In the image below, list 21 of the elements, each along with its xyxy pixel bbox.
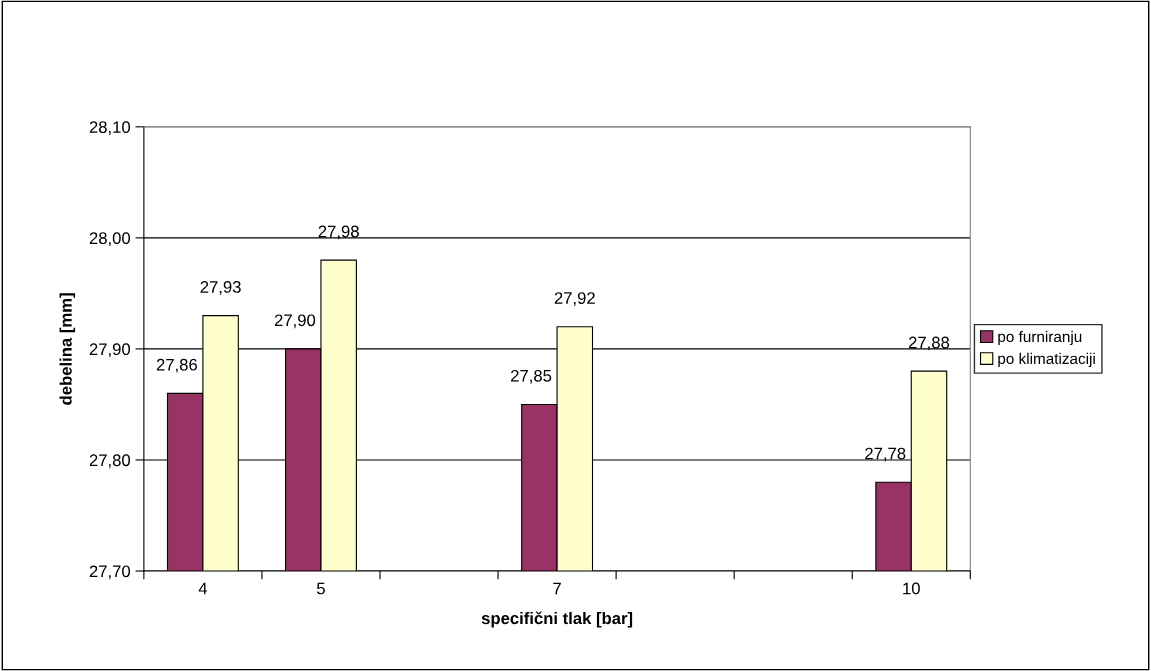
x-tick-label: 7 <box>553 582 561 595</box>
y-tick-label: 28,00 <box>89 232 131 247</box>
x-tick-label: 5 <box>317 582 325 595</box>
data-label: 27,98 <box>318 225 359 240</box>
x-tick-label: 4 <box>198 582 208 595</box>
data-label: 27,93 <box>200 281 241 295</box>
y-tick-label: 28,10 <box>89 121 131 135</box>
legend-label: po klimatizaciji <box>998 352 1095 368</box>
data-label: 27,90 <box>274 314 316 329</box>
legend-label: po furniranju <box>998 330 1082 346</box>
x-axis-title: specifični tlak [bar] <box>481 611 633 628</box>
y-tick-label: 27,90 <box>89 343 131 358</box>
y-tick-label: 27,70 <box>89 565 131 580</box>
data-label: 27,85 <box>511 369 552 384</box>
y-tick-label: 27,80 <box>89 454 131 469</box>
x-tick-label: 10 <box>903 582 920 595</box>
y-axis-title: debelina [mm] <box>59 293 76 405</box>
data-label: 27,86 <box>156 358 197 373</box>
data-label: 27,78 <box>865 447 906 462</box>
data-label: 27,88 <box>908 336 950 351</box>
data-label: 27,92 <box>554 292 595 306</box>
